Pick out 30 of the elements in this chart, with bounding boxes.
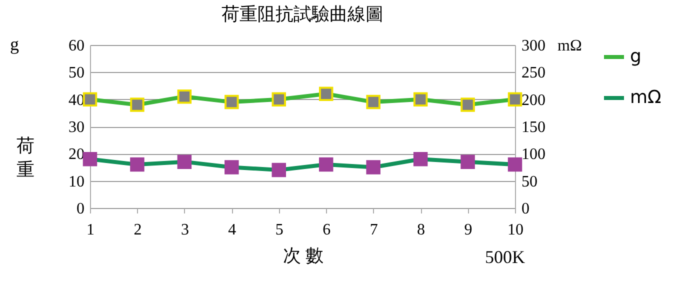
x-tick-label: 1 xyxy=(86,222,94,238)
y2-tick-label: 300 xyxy=(522,38,546,54)
y2-tick-label: 200 xyxy=(522,92,546,109)
legend-label: mΩ xyxy=(630,87,662,108)
y-tick-label: 10 xyxy=(68,173,84,190)
x-tick-label: 9 xyxy=(464,222,472,238)
y-tick-label: 0 xyxy=(76,200,84,218)
y2-tick-label: 50 xyxy=(522,173,538,190)
x-tick-label: 7 xyxy=(370,222,378,238)
x-tick-label: 5 xyxy=(275,222,284,238)
y-tick-label: 50 xyxy=(68,64,84,82)
y2-axis-title: mΩ xyxy=(558,38,582,54)
x-axis-title: 次 數 xyxy=(282,246,324,266)
x-tick-label: 4 xyxy=(228,222,236,238)
chart-title: 荷重阻抗試驗曲線圖 xyxy=(222,4,384,25)
y2-tick-label: 250 xyxy=(522,64,546,82)
x-tick-label: 8 xyxy=(417,222,426,238)
x-tick-label: 3 xyxy=(180,222,189,238)
legend-label: g xyxy=(630,46,642,67)
x-tick-label: 6 xyxy=(322,222,331,238)
y-tick-label: 60 xyxy=(68,38,84,54)
y2-tick-label: 150 xyxy=(522,119,546,136)
y-axis-title: 荷重 xyxy=(16,136,34,180)
x-tick-label: 10 xyxy=(508,222,524,238)
y2-tick-label: 0 xyxy=(522,200,530,218)
text: 500K xyxy=(485,247,525,267)
text: g xyxy=(10,34,19,54)
x-tick-label: 2 xyxy=(134,222,142,238)
y2-tick-label: 100 xyxy=(522,146,546,164)
y-tick-label: 30 xyxy=(68,119,84,136)
